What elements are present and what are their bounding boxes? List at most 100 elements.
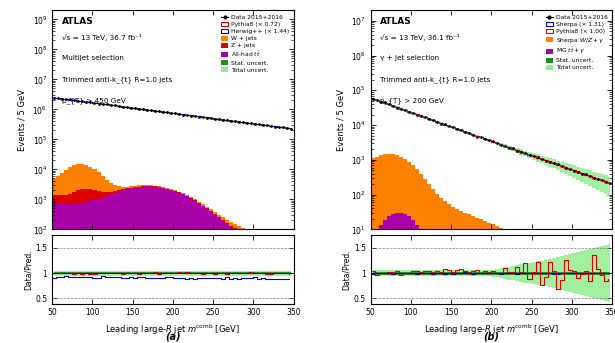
Bar	[568, 291, 572, 343]
Text: p_{T} > 450 GeV: p_{T} > 450 GeV	[62, 97, 126, 104]
Bar	[76, 190, 81, 204]
Text: √s = 13 TeV, 36.1 fb⁻¹: √s = 13 TeV, 36.1 fb⁻¹	[380, 34, 460, 42]
Bar	[391, 214, 395, 343]
Bar	[137, 185, 141, 187]
Bar	[531, 256, 536, 343]
Bar	[507, 232, 512, 343]
Bar	[290, 235, 293, 238]
Bar	[274, 238, 277, 343]
Bar	[379, 155, 383, 225]
Bar	[588, 311, 592, 343]
Bar	[447, 204, 451, 304]
Bar	[383, 220, 387, 343]
Bar	[285, 234, 290, 238]
Bar	[274, 237, 277, 238]
Bar	[479, 219, 483, 343]
Bar	[431, 255, 435, 343]
Legend: Data 2015+2016, Sherpa (× 1.31), Pythia8 (× 1.00), Sherpa $W/Z + \gamma$, MG $t\: Data 2015+2016, Sherpa (× 1.31), Pythia8…	[544, 13, 609, 71]
Bar	[76, 164, 81, 190]
Bar	[100, 176, 105, 192]
Bar	[592, 315, 596, 343]
Bar	[189, 199, 193, 343]
Bar	[165, 188, 169, 189]
Bar	[213, 215, 217, 343]
Bar	[395, 155, 399, 213]
Bar	[205, 207, 209, 208]
Text: (b): (b)	[483, 331, 499, 341]
Bar	[435, 194, 439, 265]
Bar	[245, 237, 249, 343]
Text: Trimmed anti-k_{t} R=1.0 jets: Trimmed anti-k_{t} R=1.0 jets	[380, 76, 491, 83]
Bar	[431, 189, 435, 255]
Bar	[185, 197, 189, 343]
Bar	[233, 224, 237, 228]
Bar	[221, 221, 225, 343]
Bar	[165, 189, 169, 343]
Bar	[133, 187, 137, 188]
Bar	[84, 189, 89, 202]
Bar	[403, 159, 407, 214]
Bar	[109, 183, 113, 192]
Bar	[229, 222, 233, 226]
Bar	[145, 185, 149, 186]
Bar	[487, 223, 491, 343]
Bar	[411, 220, 415, 343]
Bar	[153, 187, 157, 343]
Bar	[189, 197, 193, 198]
Bar	[213, 214, 217, 215]
Bar	[536, 260, 539, 343]
Bar	[117, 186, 121, 190]
Bar	[117, 190, 121, 191]
Bar	[100, 197, 105, 343]
Bar	[277, 238, 282, 343]
Bar	[269, 237, 274, 238]
Bar	[169, 190, 173, 343]
Bar	[89, 201, 92, 343]
Bar	[217, 217, 221, 218]
Text: √s = 13 TeV, 36.7 fb⁻¹: √s = 13 TeV, 36.7 fb⁻¹	[62, 34, 142, 42]
Bar	[439, 198, 443, 277]
Bar	[125, 187, 129, 188]
Bar	[173, 191, 177, 343]
Bar	[544, 268, 547, 343]
Bar	[169, 189, 173, 190]
Bar	[411, 165, 415, 220]
Bar	[161, 187, 165, 188]
Bar	[201, 206, 205, 343]
Bar	[443, 290, 447, 343]
Text: ATLAS: ATLAS	[380, 17, 412, 26]
Bar	[225, 223, 229, 224]
X-axis label: Leading large-$R$ jet $m^\mathrm{comb}$ [GeV]: Leading large-$R$ jet $m^\mathrm{comb}$ …	[105, 323, 240, 338]
Bar	[117, 191, 121, 343]
Bar	[499, 228, 503, 343]
Bar	[407, 162, 411, 216]
Bar	[269, 238, 274, 343]
Bar	[157, 186, 161, 187]
Bar	[451, 319, 455, 343]
Bar	[92, 190, 97, 200]
Bar	[57, 203, 60, 343]
Bar	[60, 196, 65, 203]
Bar	[217, 218, 221, 343]
Bar	[121, 187, 125, 189]
Bar	[265, 237, 269, 238]
Bar	[76, 204, 81, 343]
Bar	[427, 246, 431, 343]
Bar	[282, 237, 285, 238]
Bar	[269, 233, 274, 237]
Bar	[68, 204, 73, 343]
Bar	[233, 229, 237, 343]
Bar	[209, 209, 213, 211]
Bar	[282, 234, 285, 237]
Bar	[261, 237, 265, 238]
Bar	[145, 186, 149, 187]
Bar	[245, 235, 249, 237]
Bar	[57, 176, 60, 196]
Bar	[265, 238, 269, 343]
Bar	[52, 179, 57, 195]
Bar	[523, 248, 528, 343]
Bar	[52, 195, 57, 202]
Bar	[229, 226, 233, 227]
Bar	[52, 202, 57, 343]
Bar	[403, 214, 407, 343]
